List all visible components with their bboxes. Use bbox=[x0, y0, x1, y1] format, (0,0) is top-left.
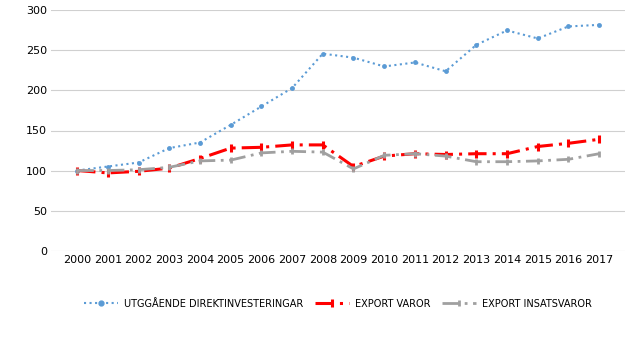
Legend: UTGGÅENDE DIREKTINVESTERINGAR, EXPORT VAROR, EXPORT INSATSVAROR: UTGGÅENDE DIREKTINVESTERINGAR, EXPORT VA… bbox=[84, 299, 592, 309]
